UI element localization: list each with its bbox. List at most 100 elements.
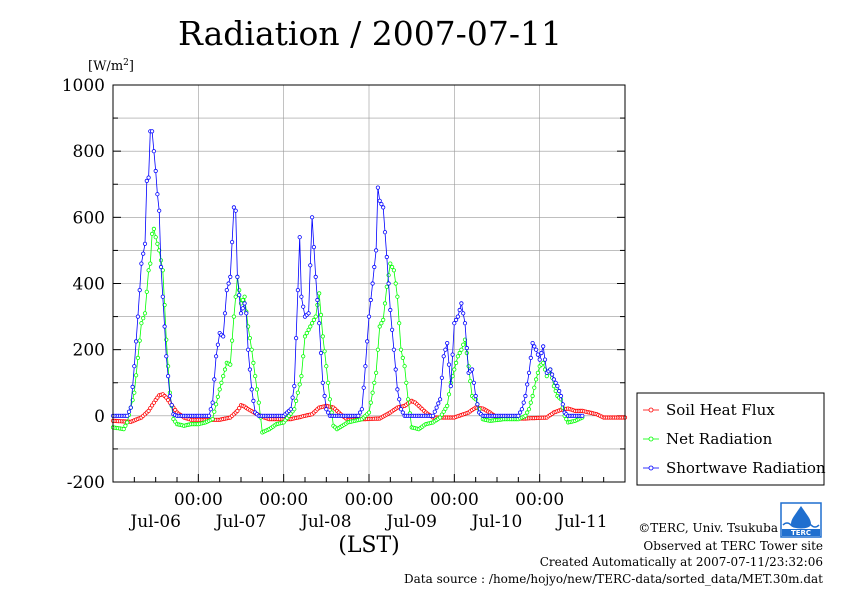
data-point [397, 321, 402, 326]
data-point [317, 321, 322, 326]
data-point [368, 400, 373, 405]
data-point [397, 397, 402, 402]
y-tick-label: 600 [73, 208, 105, 228]
plot-frame [112, 84, 626, 483]
data-point [306, 327, 311, 332]
data-point [226, 281, 231, 286]
data-point [402, 364, 407, 369]
data-point [126, 409, 132, 414]
data-point [391, 268, 396, 273]
data-point [446, 392, 452, 397]
data-point [151, 226, 156, 231]
data-point [308, 324, 313, 329]
legend-swatch-marker [648, 465, 654, 471]
data-point [233, 294, 238, 299]
data-point [253, 373, 258, 379]
data-point [452, 321, 457, 326]
data-point [230, 338, 235, 343]
data-point [384, 284, 389, 289]
data-point [445, 403, 450, 408]
data-point [295, 390, 300, 395]
data-point [221, 334, 226, 339]
data-point [453, 317, 459, 322]
data-point [324, 364, 329, 369]
data-point [290, 395, 295, 400]
data-point [553, 388, 558, 394]
data-point [293, 398, 299, 403]
data-point [151, 149, 156, 154]
data-point [146, 268, 151, 273]
data-point [212, 377, 217, 382]
data-point [217, 387, 222, 392]
data-point [389, 264, 395, 270]
data-point [135, 355, 140, 360]
data-point [377, 198, 382, 203]
data-point [363, 364, 368, 369]
data-point [247, 335, 252, 341]
data-point [315, 297, 320, 303]
data-point [295, 287, 300, 293]
data-point [398, 407, 404, 412]
x-tick-time-label: 00:00 [515, 490, 564, 510]
data-point [219, 380, 224, 385]
data-point [473, 393, 478, 399]
data-point [327, 397, 332, 402]
data-point [288, 407, 293, 412]
data-point [299, 294, 304, 299]
data-point [134, 373, 139, 378]
data-point [148, 261, 153, 266]
data-point [142, 241, 148, 246]
data-point [389, 327, 395, 332]
data-point [251, 398, 256, 403]
data-point [400, 410, 405, 415]
data-point [222, 367, 228, 372]
data-point [398, 347, 404, 352]
data-point [311, 245, 316, 250]
data-point [377, 324, 382, 329]
x-tick-time-label: 00:00 [345, 490, 394, 510]
data-point [528, 355, 533, 360]
data-point [475, 402, 480, 407]
data-point [382, 301, 388, 306]
terc-logo-text: TERC [791, 529, 811, 537]
data-point [439, 375, 444, 380]
data-point [150, 231, 155, 236]
legend-label: Net Radiation [666, 430, 773, 448]
data-point [434, 405, 439, 410]
data-point [230, 240, 235, 245]
data-point [525, 382, 530, 387]
data-point [555, 383, 560, 389]
data-point [372, 264, 377, 270]
data-point [541, 344, 546, 349]
data-point [320, 380, 325, 385]
data-point [395, 387, 400, 392]
y-tick-label: 0 [94, 407, 105, 427]
data-point [297, 382, 302, 387]
data-point [231, 314, 236, 319]
data-point [366, 314, 372, 319]
data-point [329, 410, 334, 415]
data-point [548, 367, 553, 372]
data-point [405, 397, 411, 402]
data-point [228, 362, 233, 367]
data-point [436, 401, 441, 406]
y-tick-label: 200 [73, 341, 105, 361]
data-point [357, 410, 363, 415]
data-point [169, 402, 174, 408]
data-point [539, 350, 544, 356]
x-date-label: Jul-09 [384, 512, 437, 532]
data-point [158, 264, 164, 270]
x-tick-time-label: 00:00 [430, 490, 479, 510]
footer-source: Data source : /home/hojyo/new/TERC-data/… [404, 572, 823, 586]
data-point [532, 385, 537, 390]
data-point [309, 321, 315, 326]
data-point [437, 415, 443, 420]
data-point [164, 354, 169, 359]
data-point [322, 393, 327, 399]
data-point [537, 357, 542, 362]
data-point [517, 410, 523, 415]
data-point [356, 413, 361, 418]
data-point [125, 420, 130, 425]
data-point [375, 347, 380, 352]
data-point [455, 314, 460, 319]
